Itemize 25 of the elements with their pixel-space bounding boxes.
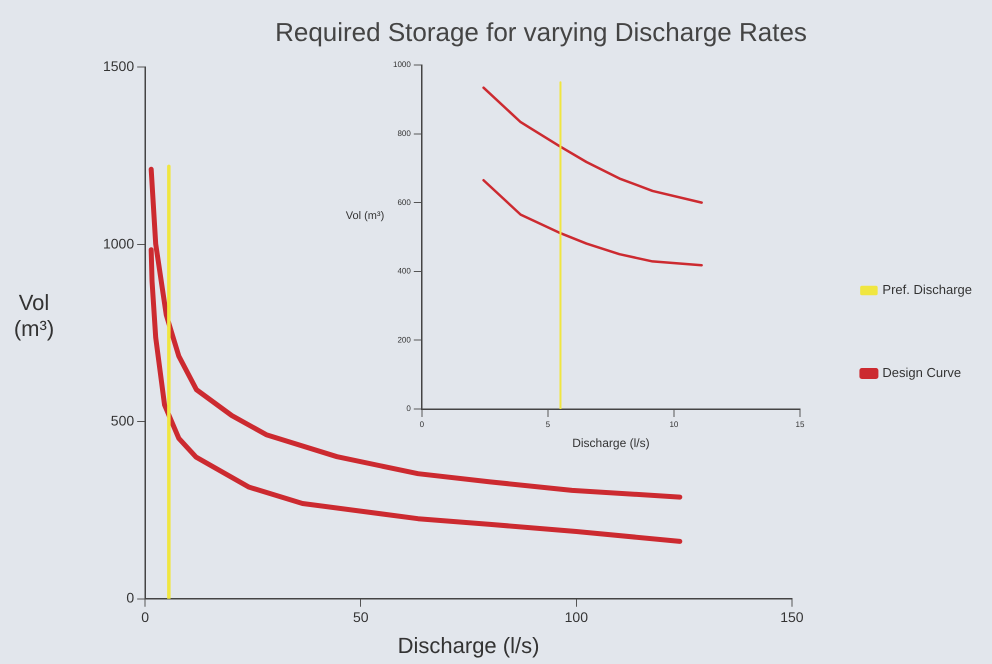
y-tick-label: 0 [126, 590, 134, 606]
y-tick-label: 600 [397, 198, 412, 207]
x-tick-label: 100 [564, 609, 588, 626]
x-tick-label: 10 [669, 420, 679, 430]
y-tick-label: 500 [110, 412, 134, 428]
y-axis-title: Vol (m³) [12, 290, 56, 342]
legend-label: Design Curve [882, 365, 962, 380]
y-tick-label: 1000 [102, 235, 134, 252]
x-axis-title: Discharge (l/s) [398, 632, 540, 658]
chart-title: Required Storage for varying Discharge Rates [275, 16, 807, 47]
y-tick-label: 0 [406, 404, 412, 414]
x-tick-label: 150 [780, 609, 804, 626]
x-tick-label: 0 [420, 420, 425, 430]
x-tick-label: 15 [796, 420, 805, 430]
x-tick-label: 0 [141, 609, 150, 626]
y-tick-label: 200 [397, 335, 412, 344]
x-axis-title: Discharge (l/s) [572, 436, 650, 450]
x-tick-label: 5 [546, 420, 551, 430]
legend-label: Pref. Discharge [882, 282, 972, 298]
y-axis-title: Vol (m³) [344, 210, 386, 222]
y-tick-label: 1500 [102, 58, 134, 74]
x-tick-label: 50 [352, 609, 369, 626]
y-tick-label: 400 [397, 266, 412, 276]
y-tick-label: 1000 [393, 60, 412, 70]
y-tick-label: 800 [397, 129, 412, 138]
